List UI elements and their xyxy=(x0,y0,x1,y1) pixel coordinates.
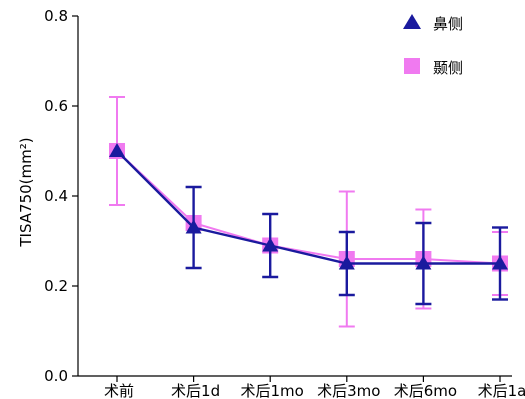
x-tick-label: 术后1a xyxy=(478,382,525,399)
y-tick-label: 0.4 xyxy=(44,187,68,205)
data-point-triangle xyxy=(109,143,125,157)
series-nasal xyxy=(109,143,508,306)
legend-item-nasal: 鼻侧 xyxy=(403,14,463,33)
y-ticks: 0.0 0.2 0.4 0.6 0.8 xyxy=(44,7,78,385)
legend-label-temporal: 颞侧 xyxy=(433,59,463,77)
series-line xyxy=(116,150,501,265)
legend: 鼻侧 颞侧 xyxy=(403,14,463,77)
x-tick-label: 术后3mo xyxy=(317,382,380,399)
series-line xyxy=(116,150,500,265)
data-point-triangle xyxy=(338,255,355,270)
y-tick-label: 0.8 xyxy=(44,7,68,25)
legend-triangle-marker xyxy=(403,14,421,29)
x-tick-label: 术前 xyxy=(104,382,134,399)
data-point-triangle xyxy=(262,237,279,252)
x-ticks: 术前 术后1d 术后1mo 术后3mo 术后6mo 术后1a xyxy=(104,376,525,399)
y-tick-label: 0.0 xyxy=(44,367,68,385)
legend-item-temporal: 颞侧 xyxy=(404,58,463,77)
y-tick-label: 0.2 xyxy=(44,277,68,295)
series-temporal xyxy=(109,96,508,328)
data-point-triangle xyxy=(492,255,508,270)
y-axis-label: TISA750(mm²) xyxy=(17,137,35,247)
data-point-triangle xyxy=(415,255,432,270)
x-tick-label: 术后1d xyxy=(171,382,220,399)
series-layer xyxy=(109,96,508,328)
x-tick-label: 术后6mo xyxy=(394,382,457,399)
legend-label-nasal: 鼻侧 xyxy=(433,15,463,33)
data-point-triangle xyxy=(185,219,202,234)
y-tick-label: 0.6 xyxy=(44,97,68,115)
x-tick-label: 术后1mo xyxy=(241,382,304,399)
legend-square-marker xyxy=(404,58,420,74)
